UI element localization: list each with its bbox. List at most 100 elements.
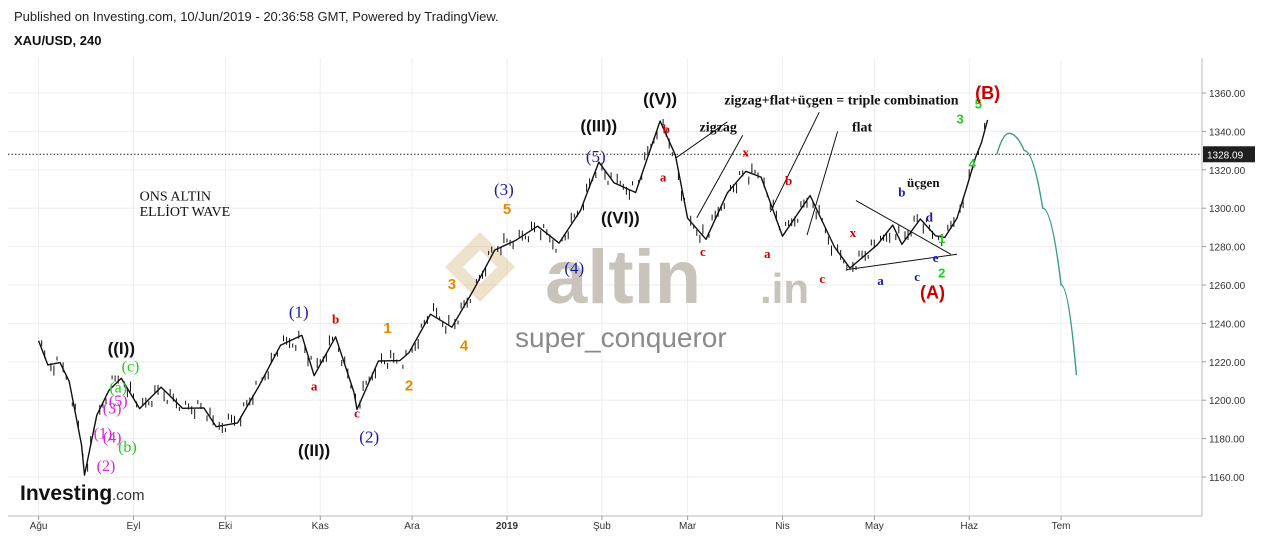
wave-label: flat [852,120,873,135]
annotation-pointer-line [806,131,839,236]
x-tick-label: Ara [404,521,420,532]
wave-label: (3) [494,180,514,199]
wave-label: ((I)) [108,339,135,358]
y-tick-label: 1280.00 [1209,243,1246,254]
y-tick-label: 1320.00 [1209,166,1246,177]
wave-label: 1 [938,231,945,246]
wave-label: c [354,406,360,421]
axes [8,58,1203,517]
investing-logo-ext: .com [112,487,145,504]
wave-label: c [819,271,825,286]
x-tick-label: Eki [218,521,232,532]
wave-label: b [663,121,670,136]
wave-label: c [700,244,706,259]
wave-label: ((VI)) [601,209,640,228]
wave-label: 5 [975,96,982,111]
wave-label: 3 [956,112,963,127]
wave-label: (c) [122,358,140,375]
x-tick-label: Tem [1052,521,1071,532]
wave-label: (2) [359,427,379,446]
x-tick-label: May [865,521,884,532]
projection-curve [996,132,1078,376]
wave-label: a [877,273,884,288]
grid-lines [8,58,1202,516]
wave-label: (4) [564,259,584,278]
wave-label: a [764,246,771,261]
wave-label: 4 [460,337,469,354]
annotation-pointer-line [675,121,728,159]
x-tick-label: Ağu [30,521,48,532]
price-tag-box [1203,146,1255,163]
watermark-user: super_conqueror [515,322,727,353]
wave-label: üçgen [907,175,940,190]
wave-label: ((III)) [580,116,617,135]
y-tick-label: 1180.00 [1209,435,1245,446]
wave-label: b [898,185,905,200]
wave-label: d [926,210,934,225]
x-tick-label: Mar [679,521,697,532]
wave-label: 2 [938,265,945,280]
wave-label: ((II)) [298,441,330,460]
x-tick-label: Haz [960,521,978,532]
wave-label: c [914,269,920,284]
wave-label: zigzag+flat+üçgen = triple combination [724,94,959,109]
price-tag-label: 1328.09 [1207,150,1244,161]
wave-label: a [311,379,318,394]
x-tick-label: Eyl [127,521,141,532]
investing-logo-text: Investing [20,482,112,505]
wave-label: (2) [97,458,116,475]
y-tick-label: 1240.00 [1209,319,1246,330]
wave-label: x [850,225,857,240]
symbol-label: XAU/USD, 240 [14,33,102,48]
annotation-pointer-line [769,111,820,213]
wave-label: ONS ALTIN [140,190,211,205]
wave-label: (1) [289,303,309,322]
published-caption: Published on Investing.com, 10/Jun/2019 … [14,9,499,24]
y-tick-label: 1300.00 [1209,204,1246,215]
wave-label: (B) [975,83,1000,103]
wave-label: ELLİOT WAVE [140,204,231,220]
annotation-pointer-line [696,134,744,219]
wave-label: 3 [448,276,456,293]
triangle-trend-line [855,200,952,255]
wave-label: b [332,311,339,326]
wave-label: zigzag [700,120,737,135]
wave-overlays [8,111,1202,271]
y-tick-label: 1360.00 [1209,89,1246,100]
x-tick-label: Kas [312,521,329,532]
wave-label: ((V)) [643,90,677,109]
x-tick-label: Şub [593,521,611,532]
wave-label: (1) [94,426,113,443]
wave-label: (5) [109,393,128,410]
y-tick-labels: 1160.00 1180.00 1200.00 1220.00 1240.00 1260.… [1202,89,1246,484]
wave-label: (4) [103,429,122,446]
wave-label: (a) [109,380,127,397]
wave-label: 4 [969,156,977,171]
wave-label: a [660,169,667,184]
y-tick-label: 1200.00 [1209,396,1246,407]
wave-label: (b) [118,439,137,456]
x-tick-label: Nis [775,521,789,532]
wave-label: 5 [503,201,511,218]
watermark-brand: altin [545,235,701,320]
watermark-brand-ext: .in [760,265,809,312]
wave-label: (3) [103,401,122,418]
projection-line [996,132,1078,376]
y-tick-label: 1260.00 [1209,281,1246,292]
wave-label: e [933,250,939,265]
altin-watermark: altin .in super_conqueror [445,232,809,353]
triangle-trend-line [846,253,958,271]
price-line [37,119,989,476]
wave-label: x [743,144,750,159]
wave-label: 1 [383,320,391,337]
price-series [37,119,989,476]
wave-label: 2 [405,378,413,395]
wave-label: (A) [920,282,945,302]
x-tick-label: 2019 [496,521,519,532]
investing-logo: Investing .com [20,482,145,505]
wave-label: (5) [586,147,606,166]
y-tick-label: 1220.00 [1209,358,1246,369]
y-tick-label: 1160.00 [1209,473,1245,484]
